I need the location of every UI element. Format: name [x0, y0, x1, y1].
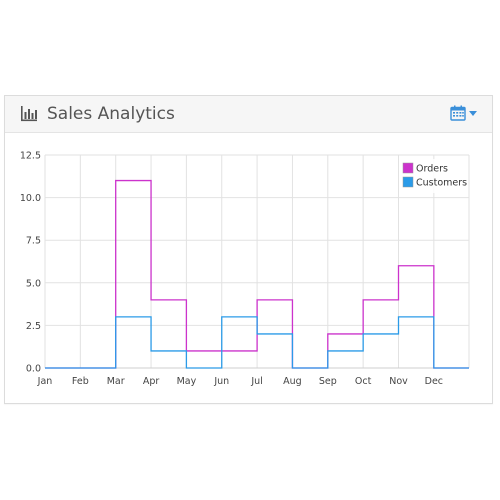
bar-chart-icon — [21, 106, 37, 122]
series-line-orders — [45, 179, 469, 369]
x-tick-label: Nov — [389, 376, 408, 387]
x-tick-label: Aug — [283, 376, 302, 387]
x-tick-label: Apr — [143, 376, 160, 387]
legend-swatch-orders — [402, 162, 414, 174]
x-tick-label: Oct — [355, 376, 372, 387]
legend-label-customers: Customers — [416, 178, 467, 189]
legend-swatch-customers — [402, 176, 414, 188]
x-tick-label: Feb — [72, 376, 89, 387]
panel-title: Sales Analytics — [47, 104, 175, 124]
x-tick-label: Dec — [425, 376, 443, 387]
y-tick-label: 7.5 — [26, 236, 41, 247]
x-tick-label: Jan — [37, 376, 53, 387]
y-tick-label: 0.0 — [26, 364, 41, 375]
sales-analytics-panel: Sales Analytics — [4, 95, 493, 404]
x-tick-label: Jul — [250, 376, 262, 387]
y-tick-label: 5.0 — [26, 278, 41, 289]
date-range-button[interactable] — [450, 105, 478, 123]
y-tick-label: 10.0 — [20, 193, 41, 204]
calendar-icon — [450, 105, 466, 121]
legend-label-orders: Orders — [416, 164, 448, 175]
y-tick-label: 2.5 — [26, 321, 41, 332]
caret-down-icon — [469, 111, 477, 116]
series-line-customers — [45, 316, 469, 369]
x-tick-label: Jun — [213, 376, 229, 387]
y-tick-label: 12.5 — [20, 151, 41, 162]
x-tick-label: Mar — [107, 376, 125, 387]
panel-header: Sales Analytics — [5, 96, 492, 133]
x-tick-label: Sep — [319, 376, 337, 387]
x-tick-label: May — [177, 376, 197, 387]
